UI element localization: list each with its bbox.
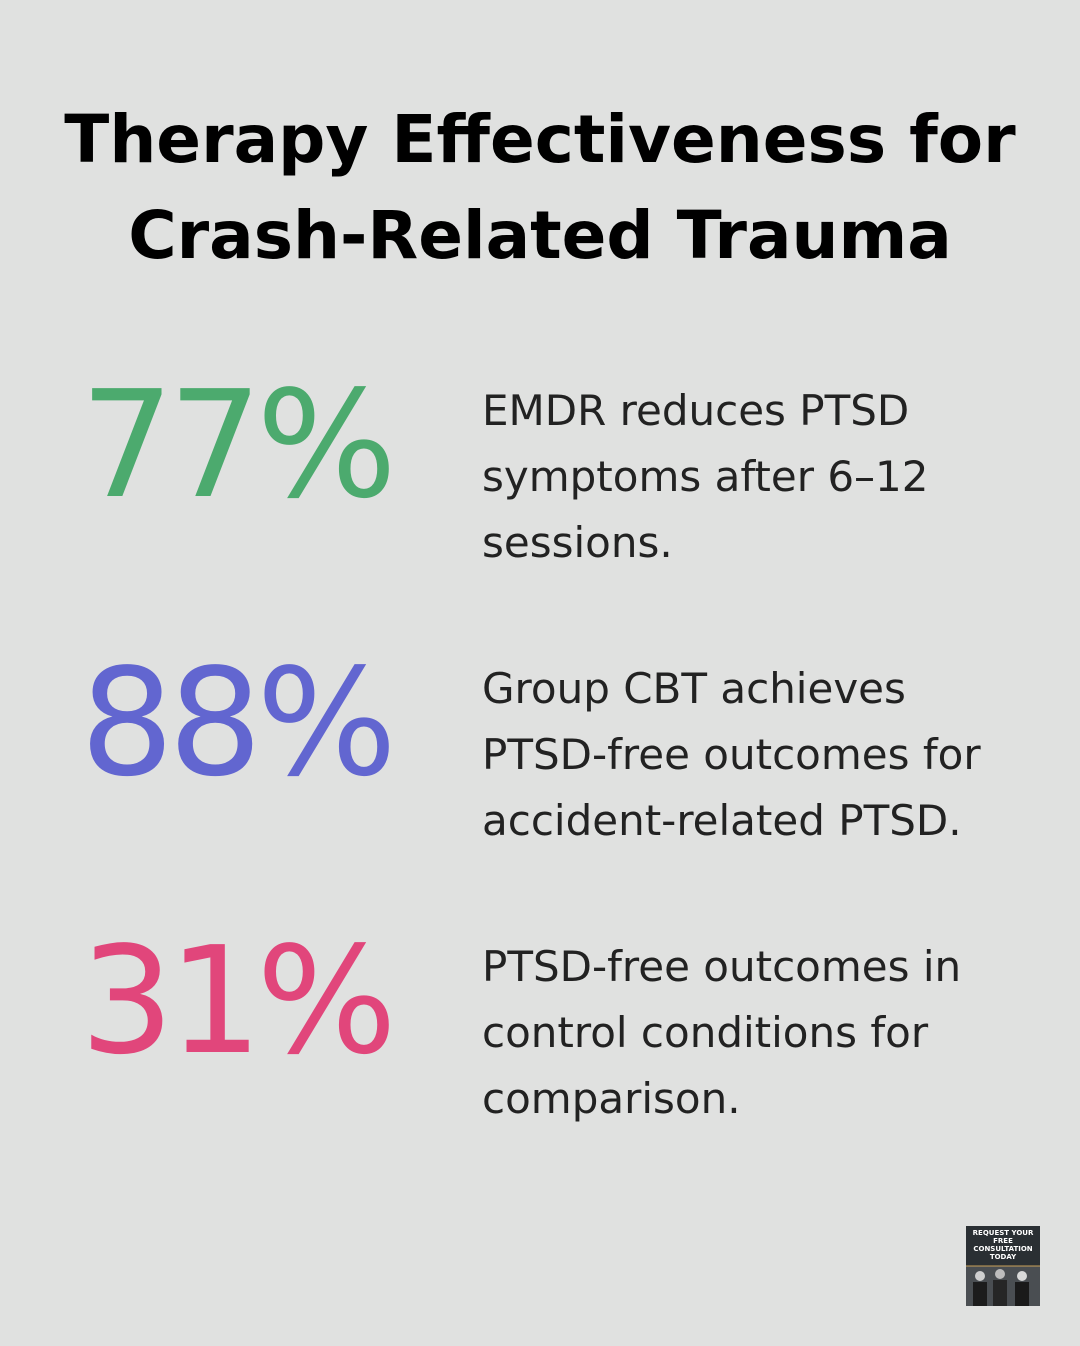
title-line: Crash-Related Trauma [128,197,952,274]
stat-description: PTSD-free outcomes in control conditions… [482,942,962,1123]
title: Therapy Effectiveness for Crash-Related … [0,92,1080,284]
badge-text: REQUEST YOUR FREE CONSULTATION TODAY [972,1229,1034,1261]
stat-description: Group CBT achieves PTSD-free outcomes fo… [482,664,981,845]
title-line: Therapy Effectiveness for [64,101,1016,178]
stat-value: 88% [80,637,397,809]
stat-value: 31% [80,915,397,1087]
stat-row: 88% Group CBT achieves PTSD-free outcomes… [0,638,1080,898]
stat-row: 31% PTSD-free outcomes in control conditi… [0,916,1080,1176]
stat-description: EMDR reduces PTSD symptoms after 6–12 se… [482,386,929,567]
stat-row: 77% EMDR reduces PTSD symptoms after 6–12… [0,360,1080,620]
consultation-badge[interactable]: REQUEST YOUR FREE CONSULTATION TODAY [966,1226,1040,1306]
badge-photo [966,1265,1040,1306]
stat-value: 77% [80,359,397,531]
